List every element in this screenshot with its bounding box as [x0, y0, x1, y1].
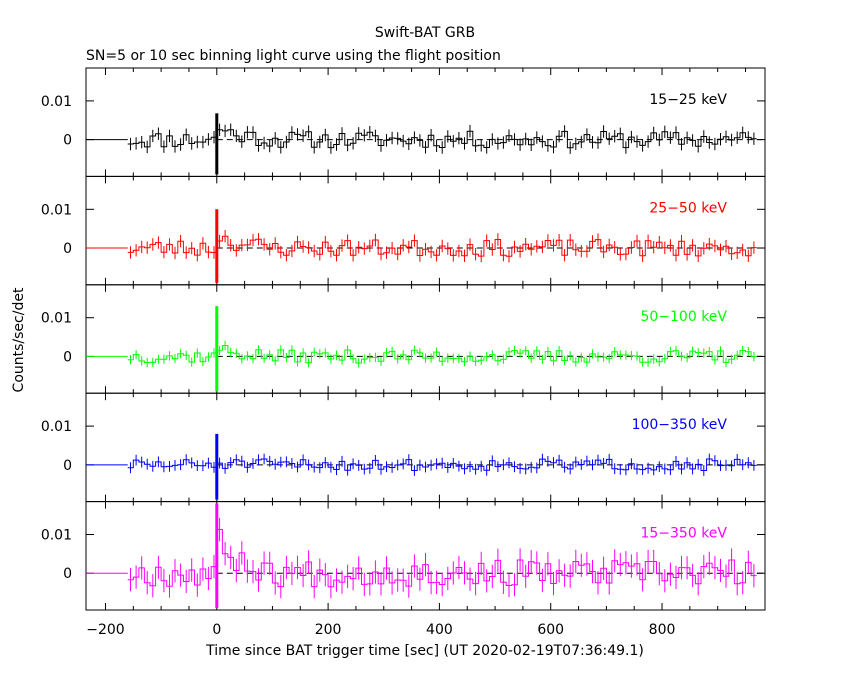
- x-tick-label: 0: [212, 622, 221, 638]
- y-tick-label: 0.01: [41, 94, 72, 110]
- light-curve-trace: [127, 529, 757, 588]
- panel-frame: [85, 284, 766, 394]
- panel-frame: [85, 501, 766, 611]
- y-axis-label: Counts/sec/det: [11, 287, 27, 392]
- chart-subtitle: SN=5 or 10 sec binning light curve using…: [86, 48, 501, 64]
- energy-band-label: 25−50 keV: [649, 200, 727, 216]
- light-curve-trace: [127, 345, 757, 364]
- error-bars: [130, 340, 755, 368]
- panel-frame: [85, 392, 766, 503]
- x-tick-label: 400: [426, 622, 453, 638]
- light-curve-trace: [127, 458, 757, 471]
- panel-frame: [85, 175, 766, 286]
- light-curve-trace: [127, 235, 757, 257]
- energy-band-label: 15−350 keV: [640, 526, 727, 542]
- y-tick-label: 0: [63, 241, 72, 257]
- energy-band-label: 50−100 keV: [640, 309, 727, 325]
- y-tick-label: 0: [63, 458, 72, 474]
- y-tick-label: 0.01: [41, 202, 72, 218]
- x-tick-label: 600: [537, 622, 564, 638]
- panel-frame: [85, 67, 766, 177]
- y-tick-label: 0: [63, 133, 72, 149]
- energy-band-label: 15−25 keV: [649, 92, 727, 108]
- y-tick-label: 0.01: [41, 311, 72, 327]
- x-tick-label: −200: [86, 622, 124, 638]
- y-tick-label: 0: [63, 566, 72, 582]
- y-tick-label: 0.01: [41, 528, 72, 544]
- x-axis-label: Time since BAT trigger time [sec] (UT 20…: [205, 643, 644, 659]
- chart-title: Swift-BAT GRB: [375, 25, 475, 41]
- light-curve-trace: [127, 129, 757, 149]
- error-bars: [130, 123, 755, 154]
- y-tick-label: 0.01: [41, 419, 72, 435]
- x-tick-label: 800: [649, 622, 676, 638]
- panels-group: 0 0.01 15−25 keV 0 0.01 25−50 keV 0 0.01 50−100 …: [41, 67, 766, 638]
- y-tick-label: 0: [63, 349, 72, 365]
- energy-band-label: 100−350 keV: [632, 417, 728, 433]
- x-tick-label: 200: [315, 622, 342, 638]
